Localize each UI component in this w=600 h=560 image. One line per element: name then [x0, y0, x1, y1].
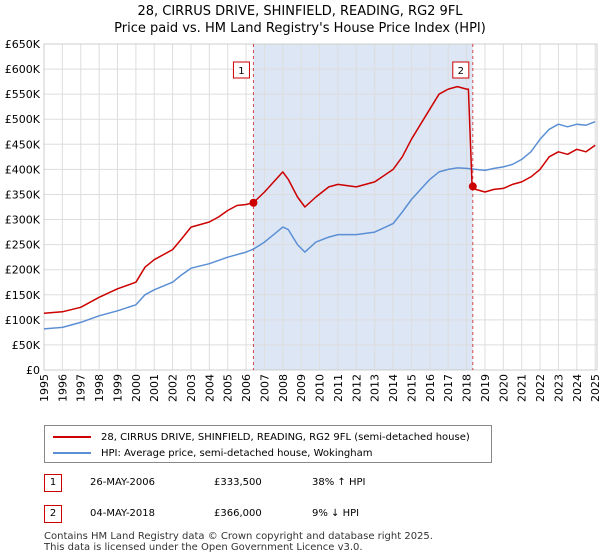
marker-box — [232, 61, 250, 79]
sale-point — [249, 198, 258, 207]
x-tick-label: 2023 — [552, 374, 565, 402]
x-tick-label: 1998 — [93, 374, 106, 402]
y-tick-label: £150K — [5, 289, 41, 302]
x-tick-label: 1996 — [56, 374, 69, 402]
transaction-date: 26-MAY-2006 — [90, 477, 156, 488]
transaction-price: £333,500 — [214, 477, 262, 488]
x-tick-label: 2000 — [130, 374, 143, 402]
x-tick-label: 2016 — [424, 374, 437, 402]
hpi-line — [43, 120, 596, 330]
x-tick-label: 2008 — [277, 374, 290, 402]
y-tick-label: £450K — [5, 138, 41, 151]
y-tick-label: £400K — [5, 163, 41, 176]
footer-copyright: Contains HM Land Registry data © Crown c… — [44, 531, 433, 542]
transaction-hpi-delta: 38% ↑ HPI — [312, 477, 366, 488]
price-chart: £0 £50K £100K £150K £200K £250K £300K £350K £400… — [5, 38, 600, 402]
x-tick-label: 2019 — [479, 374, 492, 402]
x-tick-label: 2010 — [314, 374, 327, 402]
x-tick-label: 2009 — [295, 374, 308, 402]
y-tick-label: £300K — [5, 214, 41, 227]
property-price-line — [43, 85, 596, 315]
x-tick-label: 2018 — [461, 374, 474, 402]
chart-title: 28, CIRRUS DRIVE, SHINFIELD, READING, RG… — [137, 4, 463, 19]
x-tick-label: 2001 — [148, 374, 161, 402]
x-tick-label: 2013 — [369, 374, 382, 402]
y-tick-label: £500K — [5, 113, 41, 126]
y-tick-label: £0 — [26, 364, 40, 377]
transaction-number-badge: 2 — [44, 505, 62, 523]
x-tick-label: 1995 — [38, 374, 51, 402]
x-tick-label: 1997 — [75, 374, 88, 402]
x-tick-label: 2002 — [167, 374, 180, 402]
legend-property-label: 28, CIRRUS DRIVE, SHINFIELD, READING, RG… — [101, 431, 470, 443]
plot-frame — [43, 43, 598, 371]
x-tick-label: 2004 — [203, 374, 216, 402]
legend-hpi-label: HPI: Average price, semi-detached house,… — [101, 447, 373, 459]
marker-box — [452, 61, 470, 79]
hpi-line-swatch — [53, 452, 91, 454]
chart-subtitle: Price paid vs. HM Land Registry's House … — [114, 21, 486, 36]
y-tick-label: £200K — [5, 264, 41, 277]
legend-item-hpi: HPI: Average price, semi-detached house,… — [53, 445, 372, 461]
property-line-swatch — [53, 436, 91, 438]
marker-label: 2 — [458, 66, 464, 77]
x-tick-label: 2022 — [534, 374, 547, 402]
x-tick-label: 2012 — [350, 374, 363, 402]
x-tick-label: 2025 — [589, 374, 600, 402]
x-tick-label: 2007 — [258, 374, 271, 402]
y-tick-label: £600K — [5, 63, 41, 76]
y-tick-label: £550K — [5, 88, 41, 101]
x-tick-label: 2014 — [387, 374, 400, 402]
x-tick-label: 1999 — [111, 374, 124, 402]
transaction-price: £366,000 — [214, 508, 262, 519]
legend-item-property: 28, CIRRUS DRIVE, SHINFIELD, READING, RG… — [53, 429, 470, 445]
y-tick-label: £650K — [5, 38, 41, 51]
transaction-date: 04-MAY-2018 — [90, 508, 156, 519]
x-tick-label: 2021 — [516, 374, 529, 402]
x-tick-label: 2005 — [222, 374, 235, 402]
x-tick-label: 2006 — [240, 374, 253, 402]
y-tick-label: £350K — [5, 188, 41, 201]
x-tick-label: 2020 — [497, 374, 510, 402]
y-tick-label: £50K — [12, 339, 41, 352]
x-tick-label: 2015 — [405, 374, 418, 402]
legend: 28, CIRRUS DRIVE, SHINFIELD, READING, RG… — [44, 425, 492, 463]
transaction-hpi-delta: 9% ↓ HPI — [312, 508, 360, 519]
y-tick-label: £250K — [5, 239, 41, 252]
x-tick-label: 2003 — [185, 374, 198, 402]
y-tick-label: £100K — [5, 314, 41, 327]
x-tick-label: 2024 — [571, 374, 584, 402]
transaction-number-badge: 1 — [44, 474, 62, 492]
sale-point — [468, 182, 477, 191]
footer-license: This data is licensed under the Open Gov… — [44, 542, 363, 553]
x-tick-label: 2017 — [442, 374, 455, 402]
marker-label: 1 — [238, 66, 244, 77]
x-tick-label: 2011 — [332, 374, 345, 402]
